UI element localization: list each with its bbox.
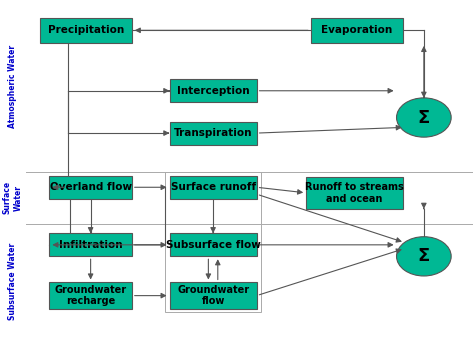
FancyBboxPatch shape xyxy=(306,177,402,209)
Text: Evaporation: Evaporation xyxy=(321,25,392,35)
FancyBboxPatch shape xyxy=(170,283,256,309)
Text: Atmospheric Water: Atmospheric Water xyxy=(8,45,17,128)
Text: Surface runoff: Surface runoff xyxy=(171,182,255,192)
Text: Σ: Σ xyxy=(418,247,430,265)
Text: Precipitation: Precipitation xyxy=(48,25,124,35)
Text: Subsurface flow: Subsurface flow xyxy=(165,240,261,250)
Circle shape xyxy=(397,237,451,276)
Text: Groundwater
flow: Groundwater flow xyxy=(177,285,249,306)
Bar xyxy=(165,172,261,312)
Text: Interception: Interception xyxy=(177,86,249,96)
FancyBboxPatch shape xyxy=(49,283,132,309)
FancyBboxPatch shape xyxy=(49,233,132,256)
FancyBboxPatch shape xyxy=(170,233,256,256)
Text: Σ: Σ xyxy=(418,108,430,126)
FancyBboxPatch shape xyxy=(311,18,402,43)
Text: Infiltration: Infiltration xyxy=(59,240,122,250)
Text: Overland flow: Overland flow xyxy=(50,182,132,192)
Text: Groundwater
recharge: Groundwater recharge xyxy=(55,285,127,306)
Text: Subsurface Water: Subsurface Water xyxy=(8,243,17,320)
FancyBboxPatch shape xyxy=(49,176,132,199)
Text: Runoff to streams
and ocean: Runoff to streams and ocean xyxy=(305,182,404,204)
Text: Surface
Water: Surface Water xyxy=(3,181,22,215)
FancyBboxPatch shape xyxy=(170,176,256,199)
FancyBboxPatch shape xyxy=(170,79,256,102)
FancyBboxPatch shape xyxy=(40,18,132,43)
FancyBboxPatch shape xyxy=(170,122,256,144)
Text: Transpiration: Transpiration xyxy=(174,128,252,138)
Circle shape xyxy=(397,98,451,137)
